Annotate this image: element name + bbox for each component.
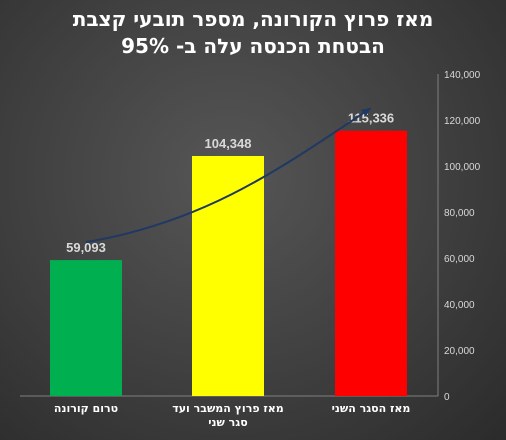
y-tick-label: 0 — [444, 392, 450, 403]
y-tick-label: 120,000 — [444, 116, 481, 127]
data-label-1: 59,093 — [66, 240, 106, 255]
y-tick-label: 140,000 — [444, 70, 481, 81]
y-tick-label: 40,000 — [444, 300, 475, 311]
chart-title: מאז פרוץ הקורונה, מספר תובעי קצבת הבטחת … — [0, 6, 506, 60]
y-tick-label: 20,000 — [444, 346, 475, 357]
category-label-1: טרום קורונה — [53, 402, 119, 415]
bar-2 — [192, 155, 264, 396]
data-label-3: 115,336 — [348, 111, 394, 126]
category-label-2: מאז פרוץ המשבר ועד סגר שני — [172, 402, 284, 429]
data-label-2: 104,348 — [205, 136, 252, 151]
category-label-3: מאז הסגר השני — [331, 402, 411, 415]
chart-title-line-2: הבטחת הכנסה עלה ב- 95% — [121, 34, 385, 58]
bar-3 — [335, 130, 407, 396]
chart-title-line-1: מאז פרוץ הקורונה, מספר תובעי קצבת — [72, 7, 434, 31]
bar-1 — [50, 260, 122, 396]
y-tick-label: 60,000 — [444, 254, 475, 265]
y-tick-label: 100,000 — [444, 162, 481, 173]
y-tick-label: 80,000 — [444, 208, 475, 219]
trend-arrow — [85, 107, 372, 244]
